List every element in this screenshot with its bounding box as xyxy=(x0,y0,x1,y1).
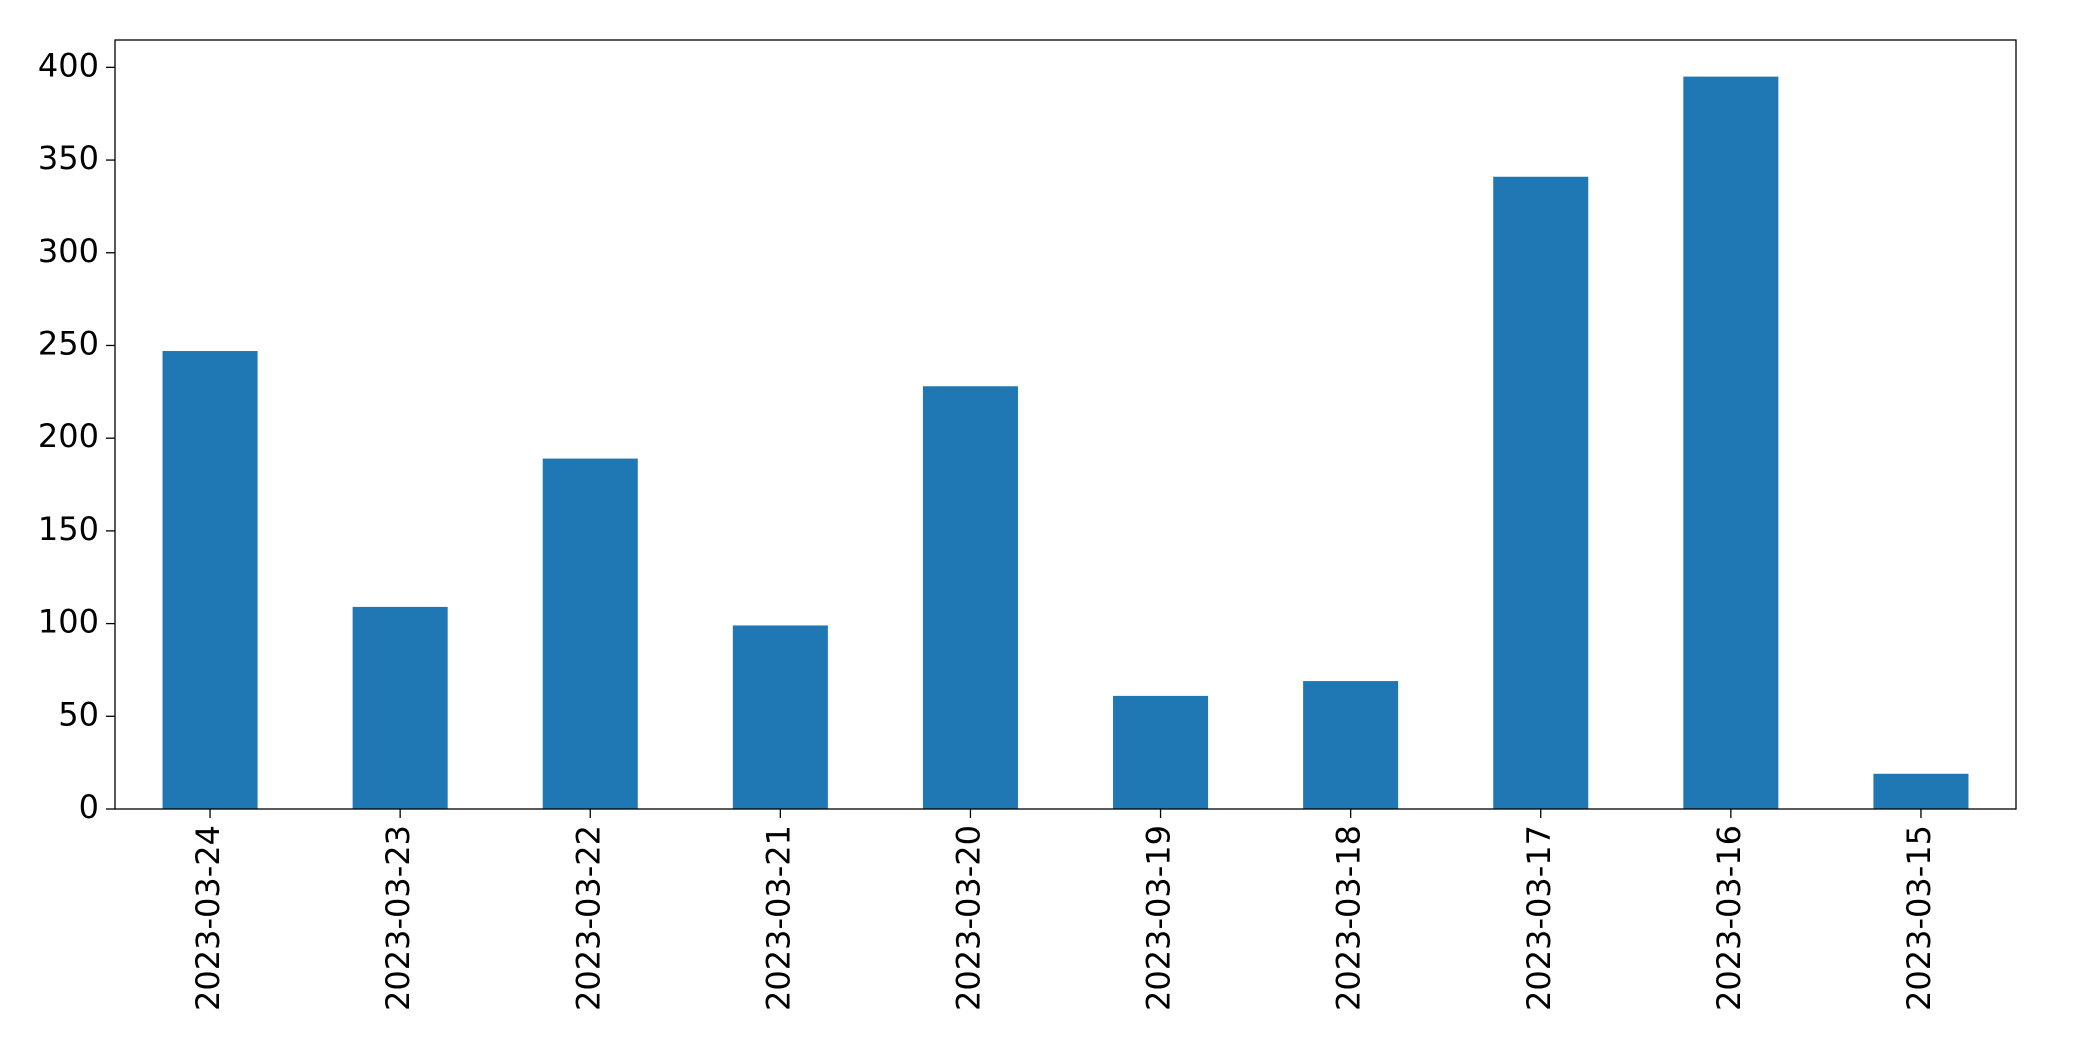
bar xyxy=(1873,773,1969,809)
x-tick-label: 2023-03-22 xyxy=(569,825,607,1011)
bar xyxy=(1493,176,1589,810)
plot-frame xyxy=(114,39,2017,810)
y-tick-label: 400 xyxy=(38,46,99,84)
x-tick-label: 2023-03-18 xyxy=(1330,825,1368,1011)
x-tick-label: 2023-03-20 xyxy=(949,825,987,1011)
x-tick-label: 2023-03-17 xyxy=(1520,825,1558,1011)
bar xyxy=(542,458,638,809)
bar xyxy=(1303,681,1399,809)
x-tick-label: 2023-03-15 xyxy=(1900,825,1938,1011)
y-tick-label: 50 xyxy=(58,695,99,733)
y-tick-label: 100 xyxy=(38,603,99,641)
x-tick-label: 2023-03-19 xyxy=(1140,825,1178,1011)
bar xyxy=(922,386,1018,809)
x-tick-label: 2023-03-23 xyxy=(379,825,417,1011)
y-tick-label: 350 xyxy=(38,139,99,177)
bar xyxy=(1113,695,1209,809)
x-tick-label: 2023-03-24 xyxy=(189,825,227,1011)
bar xyxy=(1683,76,1779,810)
y-tick-label: 300 xyxy=(38,232,99,270)
bar xyxy=(732,625,828,809)
y-tick-label: 150 xyxy=(38,510,99,548)
y-tick-label: 250 xyxy=(38,324,99,362)
y-tick-label: 0 xyxy=(79,788,99,826)
x-tick-label: 2023-03-16 xyxy=(1710,825,1748,1011)
bar xyxy=(352,606,448,809)
x-tick-label: 2023-03-21 xyxy=(759,825,797,1011)
y-tick-label: 200 xyxy=(38,417,99,455)
bar xyxy=(162,351,258,809)
